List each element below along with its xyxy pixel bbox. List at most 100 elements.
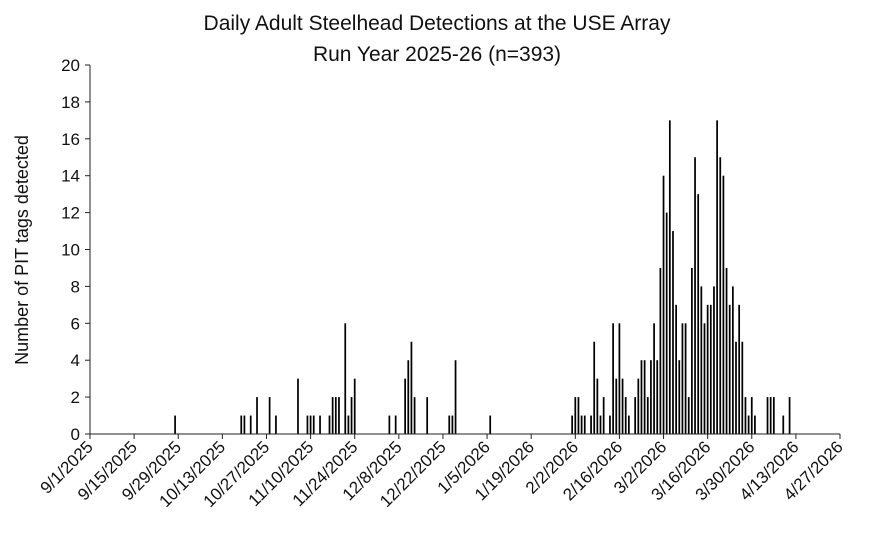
bar [338,397,340,434]
bar [426,397,429,434]
bar [741,341,744,434]
bar [580,415,583,434]
bar [719,157,722,434]
bar [407,360,410,434]
bar [659,267,662,434]
y-tick-label: 12 [61,204,80,223]
bar [672,231,674,434]
bar [706,304,709,434]
bar [571,415,574,434]
bar [643,360,646,434]
bar [174,415,176,434]
bar [687,397,690,434]
bar [593,341,596,434]
bar [454,360,457,434]
bar [309,415,312,434]
bar [681,323,684,434]
bar [448,415,451,434]
y-tick-label: 10 [61,241,80,260]
bar [394,415,397,434]
bar [268,397,271,434]
bar [766,397,769,434]
bar [609,415,611,434]
bar [319,415,321,434]
bar [750,397,753,434]
bar [653,323,655,434]
bar [599,415,602,434]
bar [637,378,640,434]
bar [697,194,700,434]
bar [353,378,356,434]
bar [716,120,718,434]
y-axis: 0 2 4 6 8 10 12 14 16 18 20 [61,56,90,444]
bar [331,397,334,434]
bar [615,378,618,434]
bar [744,397,747,434]
bar [694,157,696,434]
bar [612,323,614,434]
bar [725,267,728,434]
bar [618,323,621,434]
bar [344,323,347,434]
chart-title: Daily Adult Steelhead Detections at the … [204,12,671,35]
bar [312,415,315,434]
bar [738,304,741,434]
y-axis-label: Number of PIT tags detected [12,135,32,365]
bar [243,415,246,434]
bar [754,415,756,434]
bar [646,397,649,434]
bar [782,415,785,434]
bar [297,378,299,434]
bar [624,397,627,434]
bar [410,341,413,434]
y-tick-label: 6 [71,314,80,333]
bar [769,397,772,434]
bar [731,286,734,434]
bar [665,212,668,434]
bar [404,378,406,434]
bar [735,341,737,434]
bar [249,415,252,434]
bar [388,415,391,434]
bar [662,175,665,434]
x-axis: 9/1/20259/15/20259/29/202510/13/202510/2… [37,434,847,511]
bar [691,267,693,434]
bar [656,360,659,434]
bar [722,175,725,434]
bar [650,360,652,434]
y-tick-label: 2 [71,388,80,407]
y-tick-label: 4 [71,351,80,370]
y-tick-label: 18 [61,93,80,112]
bar [334,397,337,434]
bar [256,397,258,434]
y-tick-label: 8 [71,277,80,296]
y-tick-label: 16 [61,130,80,149]
bar [590,415,592,434]
bar [700,286,703,434]
y-tick-label: 20 [61,56,80,75]
bar [728,304,731,434]
bar [451,415,454,434]
bar [602,397,605,434]
bar [306,415,309,434]
bar [788,397,791,434]
bar [275,415,277,434]
bar [621,378,624,434]
bar [489,415,492,434]
bar [577,397,580,434]
bar [668,120,671,434]
bar [627,415,630,434]
bar [240,415,243,434]
chart-subtitle: Run Year 2025-26 (n=393) [313,43,561,66]
y-tick-label: 14 [61,167,80,186]
bar [328,415,331,434]
bar [709,304,712,434]
bar [634,397,637,434]
bar-series [174,120,791,434]
bar [772,397,775,434]
bar [574,397,577,434]
bar [640,360,643,434]
bar [350,397,353,434]
bar [747,415,750,434]
